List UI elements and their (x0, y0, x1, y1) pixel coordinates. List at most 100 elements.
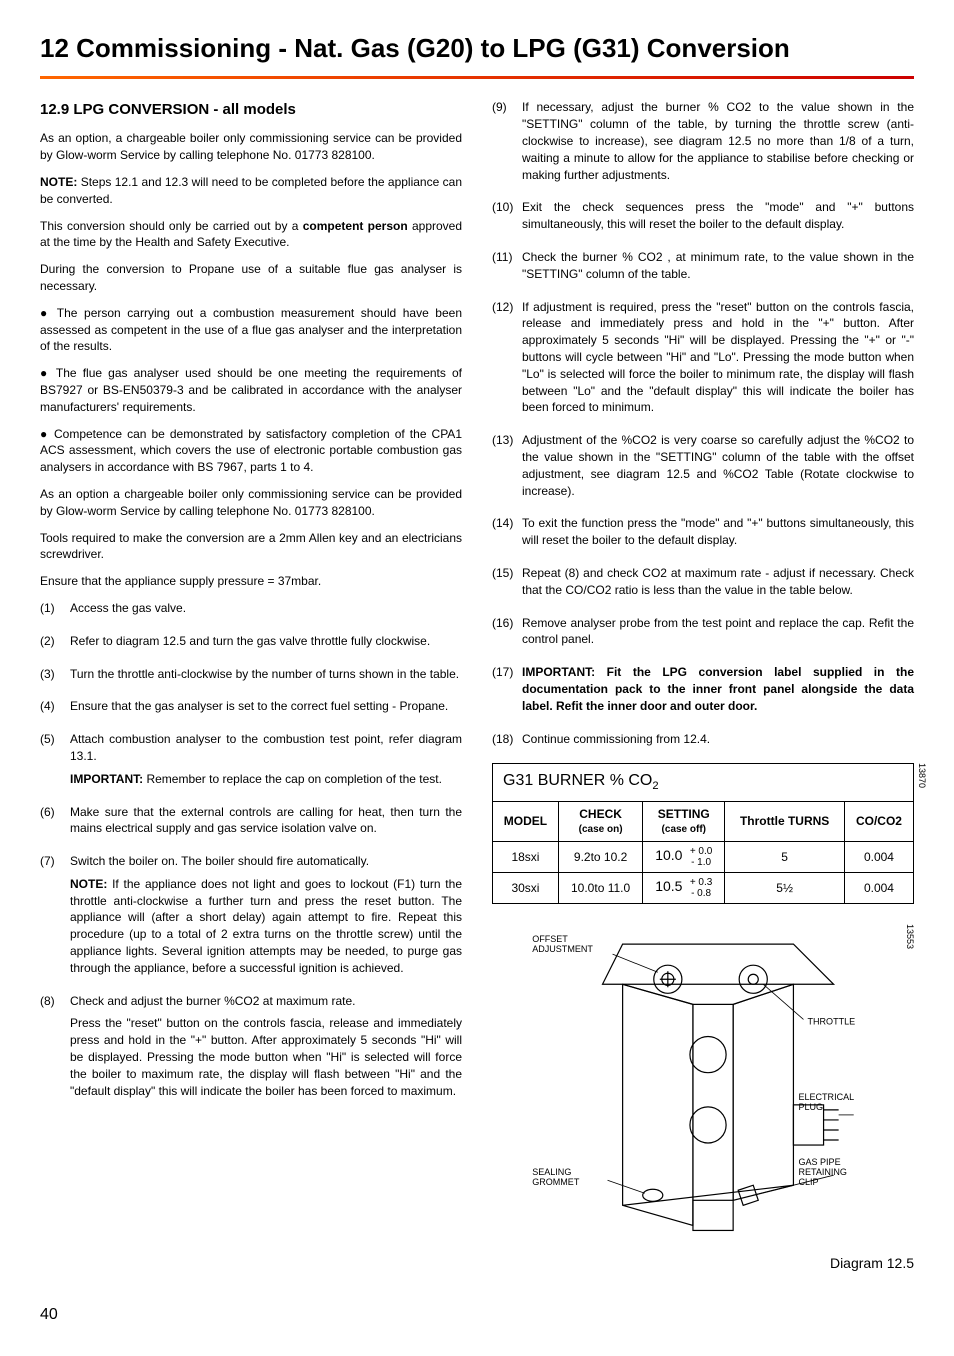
th-check: CHECK(case on) (558, 802, 642, 842)
step-num: (5) (40, 731, 70, 793)
th-setting: SETTING(case off) (643, 802, 725, 842)
co2-table: 13870 G31 BURNER % CO2 MODEL CHECK(case … (492, 763, 914, 904)
step-text: Check and adjust the burner %CO2 at maxi… (70, 993, 462, 1010)
svg-text:ADJUSTMENT: ADJUSTMENT (532, 944, 593, 954)
th-coco2: CO/CO2 (844, 802, 913, 842)
para: Tools required to make the conversion ar… (40, 530, 462, 564)
para-note: NOTE: Steps 12.1 and 12.3 will need to b… (40, 174, 462, 208)
step-num: (7) (40, 853, 70, 983)
text: This conversion should only be carried o… (40, 219, 303, 233)
svg-text:GROMMET: GROMMET (532, 1177, 580, 1187)
label-clip: GAS PIPE (798, 1157, 840, 1167)
title-text: G31 BURNER % CO (503, 772, 652, 789)
step-num: (12) (492, 299, 522, 423)
step-text: To exit the function press the "mode" an… (522, 515, 914, 549)
step-num: (2) (40, 633, 70, 656)
section-heading: 12.9 LPG CONVERSION - all models (40, 99, 462, 120)
step-sub: Press the "reset" button on the controls… (70, 1015, 462, 1099)
diagram-caption: Diagram 12.5 (492, 1254, 914, 1274)
svg-text:RETAINING: RETAINING (798, 1167, 847, 1177)
label-plug: ELECTRICAL (798, 1092, 854, 1102)
step-num: (18) (492, 731, 522, 754)
step-text: Remove analyser probe from the test poin… (522, 615, 914, 649)
table-title: G31 BURNER % CO2 (492, 763, 914, 801)
th-throttle: Throttle TURNS (725, 802, 845, 842)
para: Ensure that the appliance supply pressur… (40, 573, 462, 590)
step-text: IMPORTANT: Fit the LPG conversion label … (522, 664, 914, 714)
steps-right: (9)If necessary, adjust the burner % CO2… (492, 99, 914, 753)
step-num: (13) (492, 432, 522, 505)
cell-turns: 5 (725, 841, 845, 872)
step-num: (9) (492, 99, 522, 189)
gas-valve-diagram: 13553 (492, 924, 914, 1274)
step-num: (10) (492, 199, 522, 239)
chapter-title: 12 Commissioning - Nat. Gas (G20) to LPG… (40, 30, 914, 66)
step-text: If adjustment is required, press the "re… (522, 299, 914, 417)
step-num: (8) (40, 993, 70, 1106)
cell-coco2: 0.004 (844, 872, 913, 903)
left-column: 12.9 LPG CONVERSION - all models As an o… (40, 99, 462, 1273)
step-num: (3) (40, 666, 70, 689)
step-text: Switch the boiler on. The boiler should … (70, 853, 462, 870)
step-num: (6) (40, 804, 70, 844)
svg-text:CLIP: CLIP (798, 1177, 818, 1187)
para: As an option a chargeable boiler only co… (40, 486, 462, 520)
table-row: 18sxi 9.2to 10.2 10.0 + 0.0 - 1.0 5 0.00… (493, 841, 914, 872)
step-num: (17) (492, 664, 522, 720)
para: As an option, a chargeable boiler only c… (40, 130, 462, 164)
note-label: NOTE: (70, 877, 107, 891)
diagram-svg: OFFSET ADJUSTMENT THROTTLE SEALING GROMM… (492, 924, 914, 1246)
step-text: Refer to diagram 12.5 and turn the gas v… (70, 633, 462, 650)
step-sub: IMPORTANT: Remember to replace the cap o… (70, 771, 462, 788)
steps-left: (1)Access the gas valve. (2)Refer to dia… (40, 600, 462, 1106)
step-num: (4) (40, 698, 70, 721)
svg-text:PLUG: PLUG (798, 1102, 823, 1112)
cell-turns: 5½ (725, 872, 845, 903)
step-num: (15) (492, 565, 522, 605)
bullet-item: ● The flue gas analyser used should be o… (40, 365, 462, 415)
step-text: Exit the check sequences press the "mode… (522, 199, 914, 233)
step-sub: NOTE: If the appliance does not light an… (70, 876, 462, 977)
title-divider (40, 76, 914, 79)
title-sub: 2 (652, 780, 658, 792)
step-num: (16) (492, 615, 522, 655)
cell-model: 18sxi (493, 841, 559, 872)
step-text: Adjustment of the %CO2 is very coarse so… (522, 432, 914, 499)
step-text: Attach combustion analyser to the combus… (70, 731, 462, 765)
step-text: Check the burner % CO2 , at minimum rate… (522, 249, 914, 283)
para: This conversion should only be carried o… (40, 218, 462, 252)
label-offset: OFFSET (532, 934, 568, 944)
diagram-side-code: 13553 (903, 924, 916, 949)
note-text: Steps 12.1 and 12.3 will need to be comp… (40, 175, 462, 206)
cell-setting: 10.0 + 0.0 - 1.0 (643, 841, 725, 872)
cell-model: 30sxi (493, 872, 559, 903)
step-num: (1) (40, 600, 70, 623)
step-num: (11) (492, 249, 522, 289)
text: If the appliance does not light and goes… (70, 877, 462, 975)
step-text: Ensure that the gas analyser is set to t… (70, 698, 462, 715)
step-text: Make sure that the external controls are… (70, 804, 462, 838)
cell-setting: 10.5 + 0.3 - 0.8 (643, 872, 725, 903)
label-throttle: THROTTLE (807, 1016, 855, 1026)
step-text: Access the gas valve. (70, 600, 462, 617)
th-model: MODEL (493, 802, 559, 842)
note-label: NOTE: (40, 175, 77, 189)
page-number: 40 (40, 1304, 914, 1326)
para: During the conversion to Propane use of … (40, 261, 462, 295)
step-text: Continue commissioning from 12.4. (522, 731, 914, 748)
cell-check: 10.0to 11.0 (558, 872, 642, 903)
cell-check: 9.2to 10.2 (558, 841, 642, 872)
right-column: (9)If necessary, adjust the burner % CO2… (492, 99, 914, 1273)
important-label: IMPORTANT: (70, 772, 143, 786)
text: Remember to replace the cap on completio… (143, 772, 442, 786)
bullet-item: ● Competence can be demonstrated by sati… (40, 426, 462, 476)
important-label: IMPORTANT: (522, 665, 595, 679)
table-side-code: 13870 (915, 763, 928, 788)
step-num: (14) (492, 515, 522, 555)
cell-coco2: 0.004 (844, 841, 913, 872)
step-text: Repeat (8) and check CO2 at maximum rate… (522, 565, 914, 599)
step-text: If necessary, adjust the burner % CO2 to… (522, 99, 914, 183)
bold-text: competent person (303, 219, 408, 233)
label-sealing: SEALING (532, 1167, 571, 1177)
step-text: Turn the throttle anti-clockwise by the … (70, 666, 462, 683)
